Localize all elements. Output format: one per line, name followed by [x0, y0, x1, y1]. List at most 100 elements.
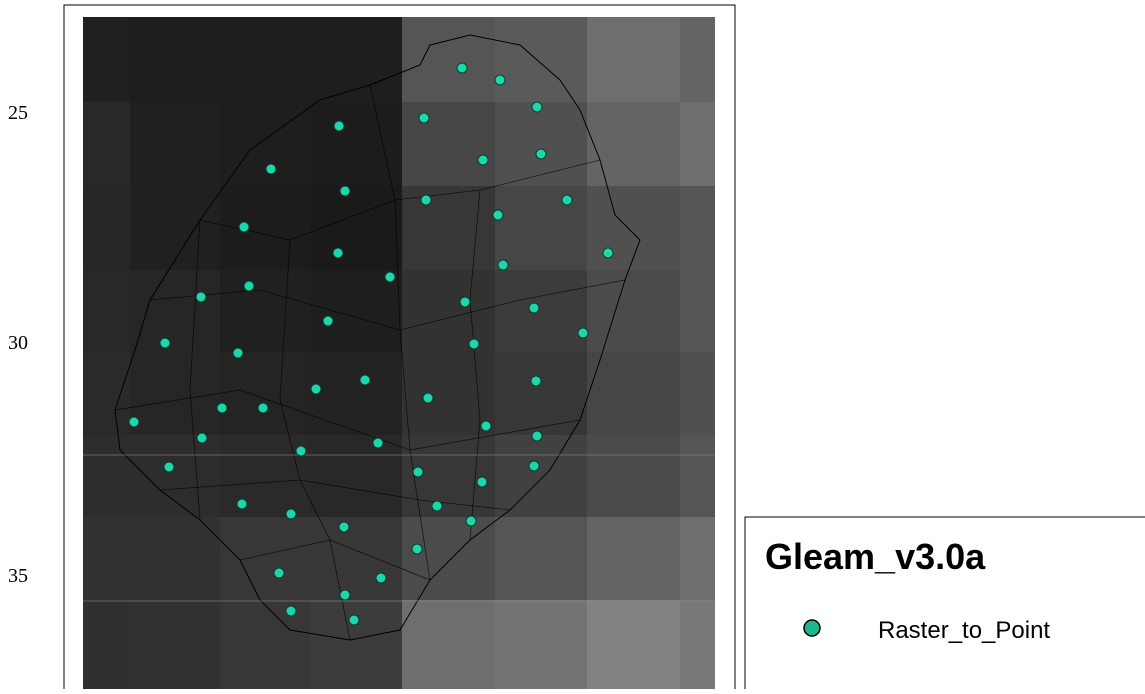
raster-point [372, 437, 384, 449]
raster-cell [130, 352, 220, 435]
raster-point [531, 430, 543, 442]
raster-cell [495, 517, 587, 600]
raster-cell [83, 352, 130, 435]
raster-point [420, 194, 432, 206]
raster-point [535, 148, 547, 160]
raster-point [333, 120, 345, 132]
raster-cell [220, 517, 310, 600]
raster-cell [495, 270, 587, 352]
raster-cell [310, 600, 402, 689]
raster-point [295, 445, 307, 457]
raster-cell [310, 352, 402, 435]
raster-point [128, 416, 140, 428]
raster-cell [83, 435, 130, 517]
raster-cell [83, 517, 130, 600]
raster-cell [587, 435, 680, 517]
raster-point [332, 247, 344, 259]
raster-cell [587, 17, 680, 102]
raster-cell [310, 17, 402, 102]
raster-cell [680, 270, 715, 352]
raster-cell [220, 17, 310, 102]
raster-cell [402, 270, 495, 352]
raster-cell [680, 517, 715, 600]
raster-cell [310, 186, 402, 270]
raster-point [577, 327, 589, 339]
legend-symbol [803, 619, 821, 637]
raster-cell [587, 600, 680, 689]
raster-cell [402, 186, 495, 270]
raster-cell [402, 517, 495, 600]
raster-point [494, 74, 506, 86]
raster-point [243, 280, 255, 292]
raster-point [456, 62, 468, 74]
raster-point [348, 614, 360, 626]
raster-cell [495, 435, 587, 517]
raster-point [257, 402, 269, 414]
legend-box [744, 516, 1145, 694]
raster-point [531, 101, 543, 113]
raster-point [339, 589, 351, 601]
raster [83, 17, 715, 689]
raster-point [530, 375, 542, 387]
raster-point [422, 392, 434, 404]
raster-point [196, 432, 208, 444]
raster-cell [220, 186, 310, 270]
raster-cell [495, 186, 587, 270]
raster-point [265, 163, 277, 175]
raster-cell [130, 600, 220, 689]
raster-point [359, 374, 371, 386]
raster-cell [680, 435, 715, 517]
raster-point [285, 605, 297, 617]
raster-point [339, 185, 351, 197]
raster-cell [310, 102, 402, 186]
raster-point [468, 338, 480, 350]
raster-point [236, 498, 248, 510]
raster-cell [587, 270, 680, 352]
raster-cell [402, 600, 495, 689]
raster-cell [220, 102, 310, 186]
raster-point [477, 154, 489, 166]
raster-point [528, 302, 540, 314]
raster-point [163, 461, 175, 473]
raster-point [322, 315, 334, 327]
raster-cell [83, 270, 130, 352]
raster-point [431, 500, 443, 512]
raster-point [497, 259, 509, 271]
raster-cell [495, 102, 587, 186]
raster-point [528, 460, 540, 472]
raster-cell [495, 17, 587, 102]
raster-point [465, 515, 477, 527]
raster-point [238, 221, 250, 233]
raster-point [480, 420, 492, 432]
raster-cell [130, 102, 220, 186]
raster-cell [402, 17, 495, 102]
raster-point [310, 383, 322, 395]
raster-point [273, 567, 285, 579]
raster-point [411, 543, 423, 555]
raster-point [418, 112, 430, 124]
raster-cell [220, 600, 310, 689]
raster-point [476, 476, 488, 488]
raster-cell [680, 186, 715, 270]
lat-label: 25 [8, 102, 28, 124]
raster-cell [220, 270, 310, 352]
raster-cell [587, 102, 680, 186]
raster-cell [83, 186, 130, 270]
raster-point [159, 337, 171, 349]
raster-cell [680, 102, 715, 186]
raster-cell [680, 600, 715, 689]
raster-point [459, 296, 471, 308]
raster-cell [130, 270, 220, 352]
raster-cell [130, 517, 220, 600]
raster-cell [83, 17, 130, 102]
raster-cell [130, 17, 220, 102]
raster-point [195, 291, 207, 303]
raster-cell [680, 17, 715, 102]
lat-label: 30 [8, 332, 28, 354]
raster-point [561, 194, 573, 206]
lat-label: 35 [8, 565, 28, 587]
legend-label: Raster_to_Point [878, 617, 1050, 644]
raster-point [602, 247, 614, 259]
